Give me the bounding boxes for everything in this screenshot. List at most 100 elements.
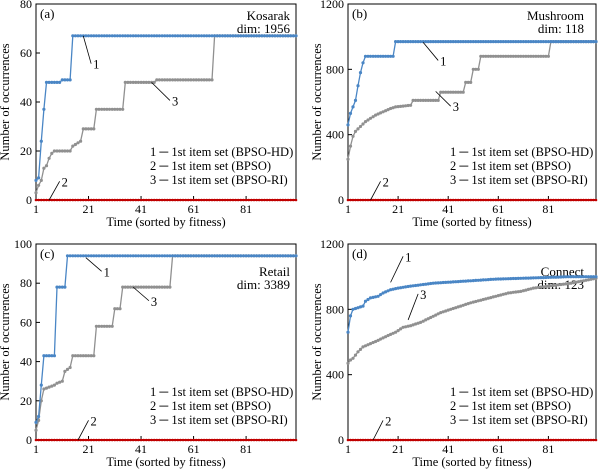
data-point bbox=[456, 198, 460, 202]
data-point bbox=[348, 111, 353, 115]
data-point bbox=[509, 198, 513, 202]
y-tick-label: 100 bbox=[14, 237, 32, 251]
data-point bbox=[144, 254, 148, 258]
data-point bbox=[105, 438, 109, 442]
data-point bbox=[351, 356, 355, 360]
data-point bbox=[592, 438, 595, 442]
data-point bbox=[61, 438, 64, 442]
data-point bbox=[137, 438, 140, 442]
data-point bbox=[58, 285, 62, 289]
data-point bbox=[105, 324, 109, 328]
x-axis-label: Time (sorted by fitness) bbox=[106, 215, 225, 229]
data-point bbox=[519, 289, 523, 293]
data-point bbox=[589, 40, 593, 44]
data-point bbox=[82, 438, 85, 442]
data-point bbox=[534, 276, 538, 280]
data-point bbox=[79, 198, 82, 202]
data-point bbox=[426, 317, 430, 321]
annotation-label: 2 bbox=[91, 414, 97, 428]
data-point bbox=[284, 438, 287, 442]
data-point bbox=[205, 254, 209, 258]
data-point bbox=[461, 279, 465, 283]
data-point bbox=[574, 275, 578, 279]
data-point bbox=[526, 276, 531, 280]
data-point bbox=[100, 438, 103, 442]
data-point bbox=[351, 105, 355, 109]
data-point bbox=[466, 40, 470, 44]
data-point bbox=[115, 34, 119, 38]
data-point bbox=[66, 438, 69, 442]
data-point bbox=[419, 98, 423, 102]
dataset-dim: dim: 118 bbox=[538, 21, 584, 36]
data-point bbox=[124, 198, 127, 202]
data-point bbox=[456, 305, 460, 309]
data-point bbox=[389, 438, 392, 442]
data-point bbox=[502, 438, 505, 442]
data-point bbox=[482, 198, 485, 202]
data-point bbox=[379, 293, 383, 297]
data-point bbox=[567, 198, 570, 202]
data-point bbox=[547, 198, 550, 202]
data-point bbox=[459, 304, 463, 308]
data-point bbox=[273, 198, 277, 202]
data-point bbox=[436, 40, 440, 44]
data-point bbox=[384, 290, 388, 294]
data-point bbox=[506, 291, 510, 295]
data-point bbox=[358, 71, 363, 75]
data-point bbox=[511, 290, 515, 294]
data-point bbox=[394, 287, 398, 291]
data-point bbox=[512, 198, 515, 202]
data-point bbox=[564, 275, 568, 279]
data-point bbox=[95, 198, 98, 202]
data-point bbox=[150, 285, 154, 289]
dataset-dim: dim: 1956 bbox=[237, 21, 291, 36]
data-point bbox=[145, 438, 148, 442]
data-point bbox=[494, 54, 498, 58]
x-tick-label: 1 bbox=[33, 442, 39, 456]
data-point bbox=[39, 178, 43, 182]
data-point bbox=[404, 104, 408, 108]
data-point bbox=[260, 438, 264, 442]
data-point bbox=[108, 438, 111, 442]
data-point bbox=[366, 438, 370, 442]
data-point bbox=[257, 254, 261, 258]
data-point bbox=[136, 34, 140, 38]
data-point bbox=[53, 198, 56, 202]
data-point bbox=[559, 275, 563, 279]
data-point bbox=[424, 198, 428, 202]
data-point bbox=[92, 254, 96, 258]
data-point bbox=[158, 438, 161, 442]
data-point bbox=[129, 198, 132, 202]
data-point bbox=[194, 438, 198, 442]
data-point bbox=[147, 34, 151, 38]
data-point bbox=[281, 198, 285, 202]
data-point bbox=[491, 40, 495, 44]
data-point bbox=[566, 40, 571, 44]
data-point bbox=[292, 198, 295, 202]
data-point bbox=[404, 325, 408, 329]
data-point bbox=[121, 438, 124, 442]
data-point bbox=[489, 54, 493, 58]
data-point bbox=[369, 438, 372, 442]
data-point bbox=[173, 198, 177, 202]
x-tick-label: 81 bbox=[240, 202, 252, 216]
data-point bbox=[55, 149, 59, 153]
data-point bbox=[546, 284, 551, 288]
data-point bbox=[449, 280, 453, 284]
data-point bbox=[476, 40, 480, 44]
data-point bbox=[426, 198, 430, 202]
data-point bbox=[268, 34, 272, 38]
data-point bbox=[255, 34, 259, 38]
data-point bbox=[94, 254, 98, 258]
data-point bbox=[118, 107, 122, 111]
data-point bbox=[157, 78, 161, 82]
annotation-leader bbox=[77, 420, 89, 441]
data-point bbox=[411, 198, 415, 202]
data-point bbox=[42, 198, 46, 202]
data-point bbox=[286, 198, 290, 202]
data-point bbox=[103, 198, 106, 202]
data-point bbox=[84, 438, 88, 442]
data-point bbox=[496, 294, 500, 298]
data-point bbox=[55, 198, 59, 202]
data-point bbox=[247, 438, 250, 442]
